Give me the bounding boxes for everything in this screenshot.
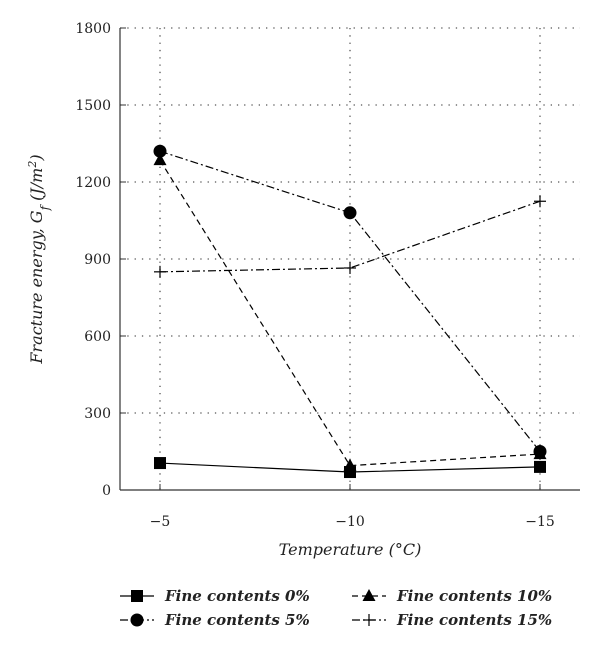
y-axis-title-subscript: f [38,203,52,211]
y-tick-label: 1200 [75,175,111,191]
y-axis-title-unit-close: ) [27,154,46,161]
y-axis-title-text: Fracture energy, G [27,210,46,364]
y-axis-title-unit: (J/m [27,168,46,206]
series-lines [153,144,547,479]
grid-lines [120,27,580,490]
legend-item: Fine contents 5% [120,611,310,629]
y-axis-title-superscript: 2 [26,161,39,169]
legend-label: Fine contents 15% [396,611,552,629]
data-point [343,206,357,220]
legend-marker [130,613,144,627]
y-tick-label: 900 [84,252,111,268]
data-point [343,458,357,471]
x-tick-label: −5 [150,514,171,530]
legend-marker [363,614,375,626]
legend-item: Fine contents 15% [352,611,552,629]
legend-label: Fine contents 10% [396,587,552,605]
y-tick-label: 1800 [75,21,111,37]
data-point [153,153,167,166]
y-tick-label: 0 [102,483,111,499]
y-tick-label: 1500 [75,98,111,114]
y-axis-title: Fracture energy, Gf (J/m2) [26,154,53,364]
axes [119,27,580,491]
y-tick-label: 300 [84,406,111,422]
legend-label: Fine contents 5% [164,611,310,629]
series-line [159,200,541,273]
legend: Fine contents 0% Fine contents 5% Fine con… [120,587,552,629]
data-point [154,457,166,470]
data-point [344,261,356,274]
legend-label: Fine contents 0% [164,587,310,605]
y-tick-label: 600 [84,329,111,345]
legend-marker [131,590,143,602]
x-tick-label: −15 [525,514,555,530]
tick-labels: 0 300 600 900 1200 1500 1800 −5 −10 −15 [75,21,554,530]
x-tick-label: −10 [335,514,365,530]
x-axis-title: Temperature (°C) [279,540,422,559]
legend-marker [362,589,376,601]
data-point [534,460,546,473]
data-point [533,447,547,460]
data-point [153,144,167,158]
legend-item: Fine contents 10% [352,587,552,605]
data-point [154,265,166,278]
data-point [534,195,546,208]
legend-item: Fine contents 0% [120,587,310,605]
